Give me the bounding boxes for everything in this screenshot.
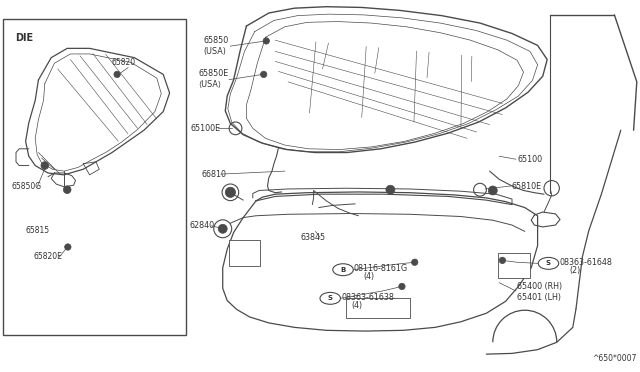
Ellipse shape [114, 71, 120, 78]
Text: DIE: DIE [15, 33, 33, 44]
Bar [229, 240, 260, 266]
Text: ^650*0007: ^650*0007 [593, 354, 637, 363]
Text: 63845: 63845 [301, 233, 326, 242]
Text: 08363-61648: 08363-61648 [560, 258, 613, 267]
Text: B: B [340, 267, 346, 273]
Ellipse shape [218, 224, 227, 233]
Text: 65810E: 65810E [512, 182, 542, 190]
Text: 62840: 62840 [189, 221, 214, 230]
Text: 65400 (RH)
65401 (LH): 65400 (RH) 65401 (LH) [517, 282, 563, 302]
Text: (2): (2) [570, 266, 581, 275]
Ellipse shape [263, 38, 269, 44]
Text: 65815: 65815 [26, 226, 50, 235]
Ellipse shape [260, 71, 267, 78]
Ellipse shape [412, 259, 418, 266]
Ellipse shape [399, 283, 405, 290]
Bar [346, 298, 410, 318]
Text: 65850E
⟨USA⟩: 65850E ⟨USA⟩ [198, 69, 228, 89]
Bar [3, 19, 186, 335]
Text: 65850G: 65850G [12, 182, 42, 190]
Bar [498, 253, 530, 278]
Text: S: S [328, 295, 333, 301]
Ellipse shape [225, 187, 236, 198]
Ellipse shape [488, 186, 497, 195]
Text: 65820: 65820 [112, 58, 136, 67]
Ellipse shape [386, 185, 395, 194]
Ellipse shape [499, 257, 506, 264]
Text: (4): (4) [351, 301, 362, 310]
Text: 08116-8161G: 08116-8161G [353, 264, 408, 273]
Text: 08363-61638: 08363-61638 [342, 293, 395, 302]
Text: 65100: 65100 [517, 155, 542, 164]
Text: 65820E: 65820E [33, 252, 62, 261]
Ellipse shape [63, 186, 71, 193]
Text: 66810: 66810 [202, 170, 227, 179]
Text: S: S [546, 260, 551, 266]
Ellipse shape [65, 244, 71, 250]
Text: (4): (4) [363, 272, 374, 281]
Text: 65100E: 65100E [191, 124, 221, 133]
Text: 65850
(USA): 65850 (USA) [204, 36, 228, 56]
Ellipse shape [41, 162, 49, 169]
